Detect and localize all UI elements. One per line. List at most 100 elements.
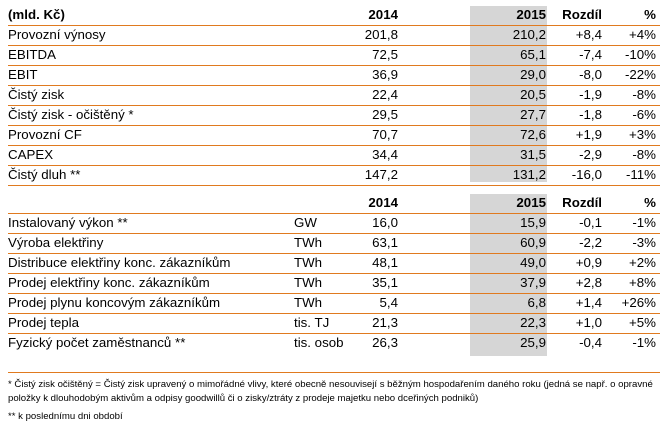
row-label: Výroba elektřiny: [8, 235, 104, 250]
value-2014: 147,2: [364, 167, 398, 182]
value-2014: 2014: [368, 7, 398, 22]
value-2014: 21,3: [372, 315, 398, 330]
highlight-2015-table1: [470, 6, 547, 182]
value-percent: %: [644, 7, 656, 22]
table-row: Výroba elektřiny TWh 63,1 60,9 -2,2 -3%: [8, 233, 660, 254]
value-2015: 72,6: [520, 127, 546, 142]
footnote-2: ** k poslednímu dni období: [8, 411, 123, 422]
unit-caption: (mld. Kč): [8, 7, 65, 22]
table-row: Čistý dluh ** 147,2 131,2 -16,0 -11%: [8, 165, 660, 186]
value-2014: 5,4: [379, 295, 399, 310]
row-label: Čistý dluh **: [8, 167, 81, 182]
row-unit: tis. TJ: [294, 315, 330, 330]
value-2015: 22,3: [520, 315, 546, 330]
table-row: EBIT 36,9 29,0 -8,0 -22%: [8, 65, 660, 86]
row-unit: TWh: [294, 255, 323, 270]
value-2015: 20,5: [520, 87, 546, 102]
value-2014: 36,9: [372, 67, 398, 82]
table-row: Fyzický počet zaměstnanců ** tis. osob 26,…: [8, 333, 660, 353]
table-row: EBITDA 72,5 65,1 -7,4 -10%: [8, 45, 660, 66]
value-percent: +8%: [629, 275, 656, 290]
footnote-divider: [8, 372, 660, 373]
value-percent: +5%: [629, 315, 656, 330]
value-2015: 2015: [516, 7, 546, 22]
row-label: Prodej plynu koncovým zákazníkům: [8, 295, 221, 310]
value-2014: 63,1: [372, 235, 398, 250]
row-label: Distribuce elektřiny konc. zákazníkům: [8, 255, 231, 270]
value-2014: 2014: [368, 195, 398, 210]
table-row: Provozní CF 70,7 72,6 +1,9 +3%: [8, 125, 660, 146]
value-percent: -6%: [632, 107, 656, 122]
table-row: CAPEX 34,4 31,5 -2,9 -8%: [8, 145, 660, 166]
row-label: Čistý zisk - očištěný *: [8, 107, 134, 122]
value-2015: 60,9: [520, 235, 546, 250]
table-row: Prodej elektřiny konc. zákazníkům TWh 35,1…: [8, 273, 660, 294]
table-row: Prodej tepla tis. TJ 21,3 22,3 +1,0 +5%: [8, 313, 660, 334]
value-difference: Rozdíl: [562, 7, 602, 22]
row-label: Provozní výnosy: [8, 27, 106, 42]
value-percent: -8%: [632, 147, 656, 162]
value-2015: 210,2: [512, 27, 546, 42]
row-label: EBITDA: [8, 47, 57, 62]
value-2015: 2015: [516, 195, 546, 210]
value-percent: -8%: [632, 87, 656, 102]
value-2014: 35,1: [372, 275, 398, 290]
value-2014: 34,4: [372, 147, 398, 162]
value-2015: 15,9: [520, 215, 546, 230]
row-unit: TWh: [294, 295, 323, 310]
footnote-1: * Čistý zisk očištěný = Čistý zisk uprav…: [8, 379, 653, 404]
table-row: Provozní výnosy 201,8 210,2 +8,4 +4%: [8, 25, 660, 46]
value-percent: +4%: [629, 27, 656, 42]
value-percent: -22%: [624, 67, 656, 82]
row-label: EBIT: [8, 67, 38, 82]
row-label: Provozní CF: [8, 127, 82, 142]
value-2015: 29,0: [520, 67, 546, 82]
value-difference: -1,8: [579, 107, 602, 122]
value-difference: -2,9: [579, 147, 602, 162]
value-difference: -1,9: [579, 87, 602, 102]
value-2014: 201,8: [364, 27, 398, 42]
value-2015: 25,9: [520, 335, 546, 350]
row-label: Prodej tepla: [8, 315, 79, 330]
row-unit: GW: [294, 215, 317, 230]
value-difference: +0,9: [575, 255, 602, 270]
table-row: Čistý zisk 22,4 20,5 -1,9 -8%: [8, 85, 660, 106]
value-2014: 26,3: [372, 335, 398, 350]
row-label: Prodej elektřiny konc. zákazníkům: [8, 275, 210, 290]
value-2014: 48,1: [372, 255, 398, 270]
value-2015: 37,9: [520, 275, 546, 290]
row-label: Fyzický počet zaměstnanců **: [8, 335, 186, 350]
value-difference: +1,9: [575, 127, 602, 142]
header-row: 2014 2015 Rozdíl%: [8, 193, 660, 214]
value-difference: -2,2: [579, 235, 602, 250]
value-2014: 29,5: [372, 107, 398, 122]
value-difference: -8,0: [579, 67, 602, 82]
value-percent: -10%: [624, 47, 656, 62]
table-row: Distribuce elektřiny konc. zákazníkům TWh…: [8, 253, 660, 274]
value-2014: 72,5: [372, 47, 398, 62]
highlight-2015-table2: [470, 194, 547, 356]
value-percent: -3%: [632, 235, 656, 250]
value-percent: -11%: [625, 167, 656, 182]
value-2015: 131,2: [512, 167, 546, 182]
value-difference: -7,4: [579, 47, 602, 62]
value-difference: -16,0: [571, 167, 602, 182]
row-label: Instalovaný výkon **: [8, 215, 128, 230]
value-percent: +26%: [621, 295, 656, 310]
table-row: Prodej plynu koncovým zákazníkům TWh 5,4 6,…: [8, 293, 660, 314]
value-difference: +2,8: [575, 275, 602, 290]
value-2014: 70,7: [372, 127, 398, 142]
value-percent: +3%: [629, 127, 656, 142]
row-label: Čistý zisk: [8, 87, 65, 102]
value-2015: 49,0: [520, 255, 546, 270]
value-percent: -1%: [632, 215, 656, 230]
footnotes: * Čistý zisk očištěný = Čistý zisk uprav…: [8, 378, 658, 424]
row-unit: TWh: [294, 275, 323, 290]
value-percent: -1%: [632, 335, 656, 350]
value-2014: 22,4: [372, 87, 398, 102]
header-row: (mld. Kč) 2014 2015 Rozdíl%: [8, 5, 660, 26]
value-2015: 65,1: [520, 47, 546, 62]
value-2015: 27,7: [520, 107, 546, 122]
value-difference: Rozdíl: [562, 195, 602, 210]
value-2015: 6,8: [527, 295, 547, 310]
